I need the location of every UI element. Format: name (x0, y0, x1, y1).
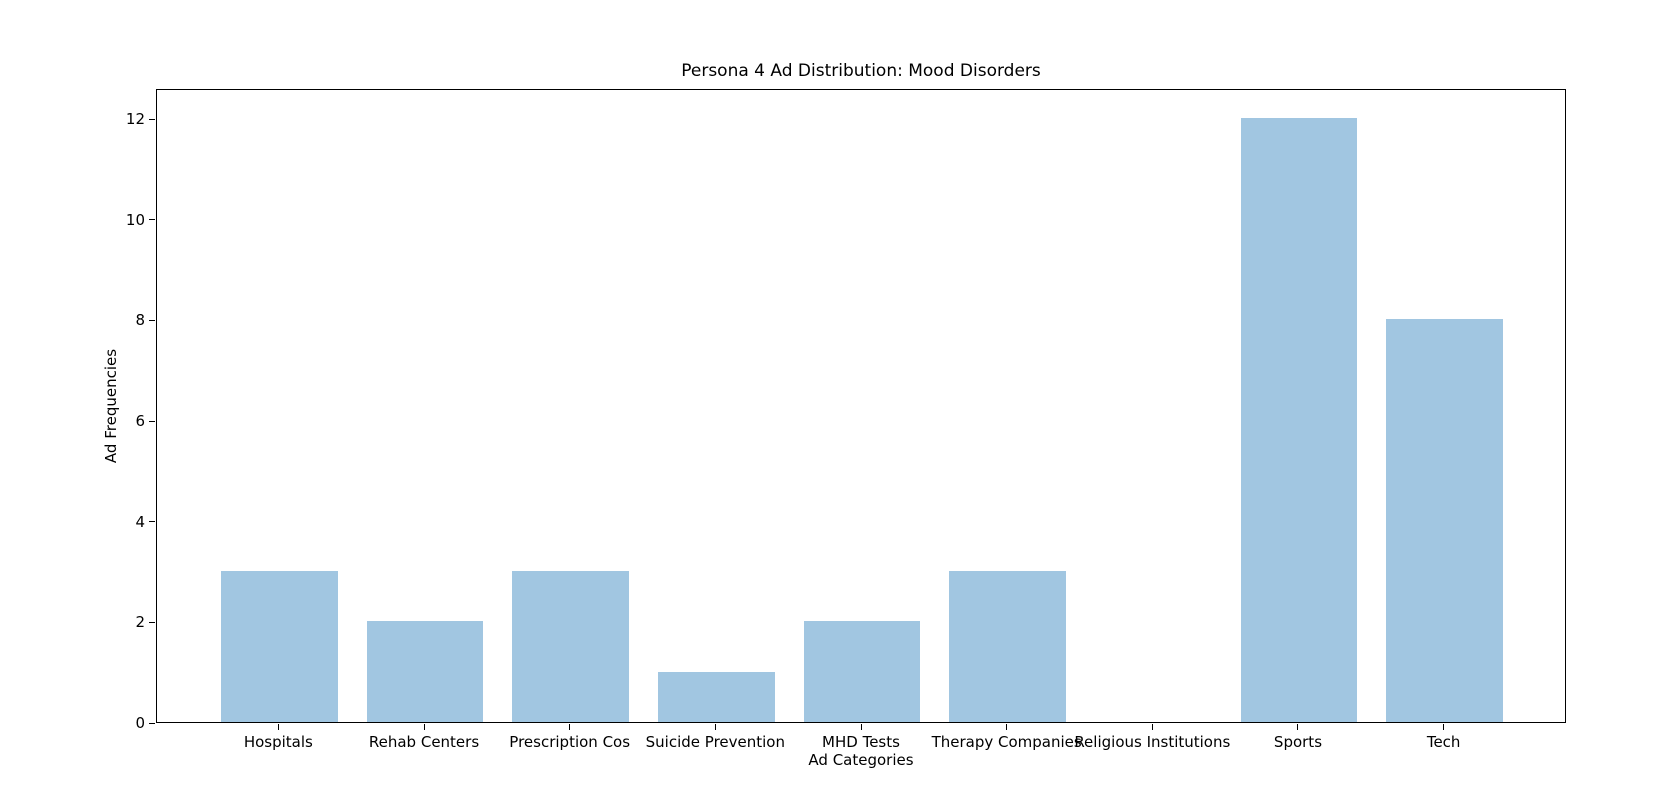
x-tick-label: Suicide Prevention (645, 733, 785, 751)
bar-rehab-centers (366, 621, 484, 722)
y-axis-label: Ad Frequencies (102, 348, 120, 464)
plot-area (156, 89, 1566, 723)
bar-hospitals (221, 571, 338, 722)
x-tick-label: MHD Tests (822, 733, 900, 751)
x-tick-label: Therapy Companies (931, 733, 1082, 751)
y-tick-label: 10 (125, 210, 145, 229)
x-tick-mark (277, 724, 279, 730)
y-tick-label: 12 (125, 110, 145, 129)
x-tick-label: Sports (1273, 733, 1323, 751)
y-tick-mark (149, 118, 155, 120)
y-tick-mark (149, 521, 155, 523)
x-tick-mark (569, 724, 571, 730)
y-tick-label: 6 (135, 412, 145, 431)
bar-sports (1240, 118, 1358, 722)
x-tick-label: Religious Institutions (1074, 733, 1231, 751)
bar-suicide-prevention (658, 671, 775, 722)
bar-tech (1386, 319, 1503, 722)
x-tick-mark (1006, 724, 1008, 730)
y-tick-label: 0 (135, 714, 145, 732)
bar-mhd-tests (803, 621, 921, 722)
y-tick-label: 2 (135, 613, 145, 632)
x-tick-label: Hospitals (243, 733, 313, 751)
chart-title: Persona 4 Ad Distribution: Mood Disorder… (681, 61, 1041, 81)
bar-therapy-companies (949, 571, 1066, 722)
x-tick-mark (1443, 724, 1445, 730)
x-tick-label: Tech (1426, 733, 1461, 751)
x-tick-label: Prescription Cos (509, 733, 631, 751)
y-tick-mark (149, 219, 155, 221)
x-tick-mark (1151, 724, 1153, 730)
x-tick-mark (714, 724, 716, 730)
x-tick-mark (1297, 724, 1299, 730)
y-tick-label: 4 (135, 512, 145, 531)
y-tick-mark (149, 420, 155, 422)
y-tick-mark (149, 621, 155, 623)
x-axis-label: Ad Categories (808, 751, 914, 769)
y-tick-label: 8 (135, 311, 145, 330)
bar-prescription-cos (512, 571, 629, 722)
x-tick-mark (423, 724, 425, 730)
y-tick-mark (149, 319, 155, 321)
x-tick-label: Rehab Centers (368, 733, 480, 751)
y-tick-mark (149, 722, 155, 724)
x-tick-mark (860, 724, 862, 730)
